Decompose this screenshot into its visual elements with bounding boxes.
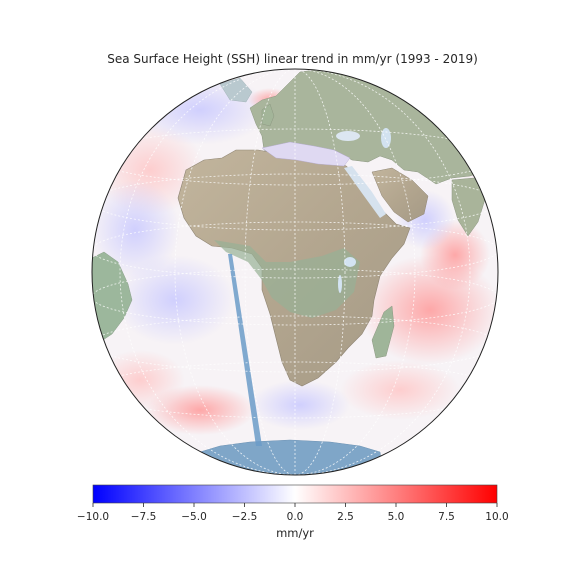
colorbar-tick-label: 0.0 bbox=[287, 511, 304, 523]
graticule bbox=[92, 69, 498, 475]
lake-victoria bbox=[344, 257, 356, 267]
globe-outline bbox=[91, 68, 499, 476]
colorbar-gradient bbox=[92, 484, 498, 504]
colorbar-tick-label: 2.5 bbox=[337, 511, 354, 523]
colorbar-tick-label: 10.0 bbox=[485, 511, 508, 523]
colorbar-tick-label: −2.5 bbox=[232, 511, 258, 523]
british-isles-landmass bbox=[261, 103, 275, 127]
colorbar-ticks: −10.0 −7.5 −5.0 −2.5 0.0 2.5 5.0 7.5 10.0 bbox=[77, 503, 509, 523]
red-sea bbox=[344, 166, 386, 218]
satellite-track bbox=[228, 254, 262, 446]
colorbar-tick-label: −5.0 bbox=[181, 511, 207, 523]
madagascar-landmass bbox=[371, 305, 395, 359]
black-sea bbox=[336, 131, 360, 141]
central-africa-vegetation bbox=[214, 240, 360, 318]
colorbar-tick-label: −10.0 bbox=[77, 511, 109, 523]
lake-tanganyika bbox=[338, 275, 342, 293]
colorbar-tick-label: 5.0 bbox=[388, 511, 405, 523]
arabia-landmass bbox=[371, 167, 429, 223]
mediterranean-sea bbox=[261, 141, 351, 167]
map-title: Sea Surface Height (SSH) linear trend in… bbox=[107, 52, 478, 66]
caspian-sea bbox=[381, 128, 391, 148]
colorbar-tick-label: 7.5 bbox=[438, 511, 455, 523]
greenland-landmass bbox=[219, 77, 253, 103]
colorbar-tick-label: −7.5 bbox=[131, 511, 157, 523]
colorbar-label: mm/yr bbox=[276, 526, 314, 540]
